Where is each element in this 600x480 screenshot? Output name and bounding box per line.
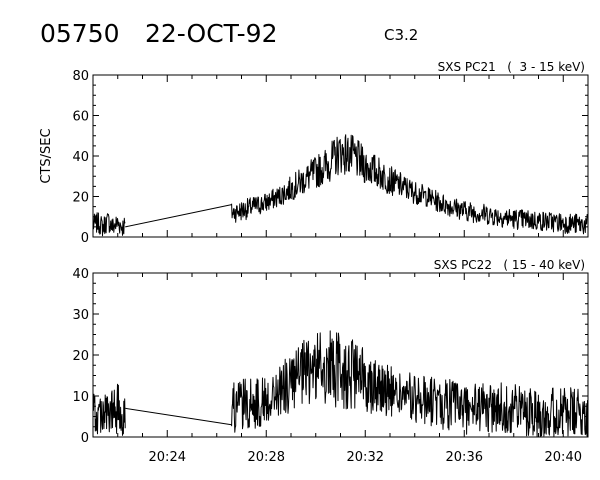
y-tick-label: 20	[72, 349, 89, 364]
panel-title: SXS PC22 ( 15 - 40 keV)	[434, 258, 585, 272]
y-tick-label: 10	[72, 390, 89, 405]
panel-pc21: SXS PC21 ( 3 - 15 keV) 0 20 40 60 80 CTS/SEC	[39, 60, 589, 246]
y-tick-label: 0	[81, 431, 89, 446]
lightcurve-segment	[92, 212, 126, 237]
y-tick-label: 0	[81, 231, 89, 246]
y-tick-label: 40	[72, 150, 89, 165]
flare-class: C3.2	[384, 26, 418, 44]
y-tick-label: 40	[72, 267, 89, 282]
x-tick-label: 20:40	[545, 450, 582, 465]
lightcurve-segment	[125, 407, 232, 426]
event-date: 22-OCT-92	[145, 19, 277, 48]
x-tick-label: 20:36	[446, 450, 483, 465]
plot-frame	[92, 272, 589, 438]
x-tick-label: 20:24	[149, 450, 186, 465]
lightcurve-segment	[92, 383, 126, 436]
event-id: 05750	[40, 19, 120, 48]
lightcurve-segment	[231, 330, 589, 437]
y-tick-label: 60	[72, 110, 89, 125]
y-axis-label: CTS/SEC	[39, 128, 54, 183]
y-tick-label: 20	[72, 191, 89, 206]
x-tick-label: 20:32	[347, 450, 384, 465]
panel-pc22: SXS PC22 ( 15 - 40 keV) 0 10 20 30 40 20:24 20:…	[72, 258, 589, 465]
lightcurve-segment	[125, 204, 232, 228]
x-tick-label: 20:28	[248, 450, 285, 465]
panel-title: SXS PC21 ( 3 - 15 keV)	[438, 60, 585, 74]
y-tick-label: 30	[72, 308, 89, 323]
y-tick-label: 80	[72, 69, 89, 84]
lightcurve-segment	[231, 134, 589, 235]
